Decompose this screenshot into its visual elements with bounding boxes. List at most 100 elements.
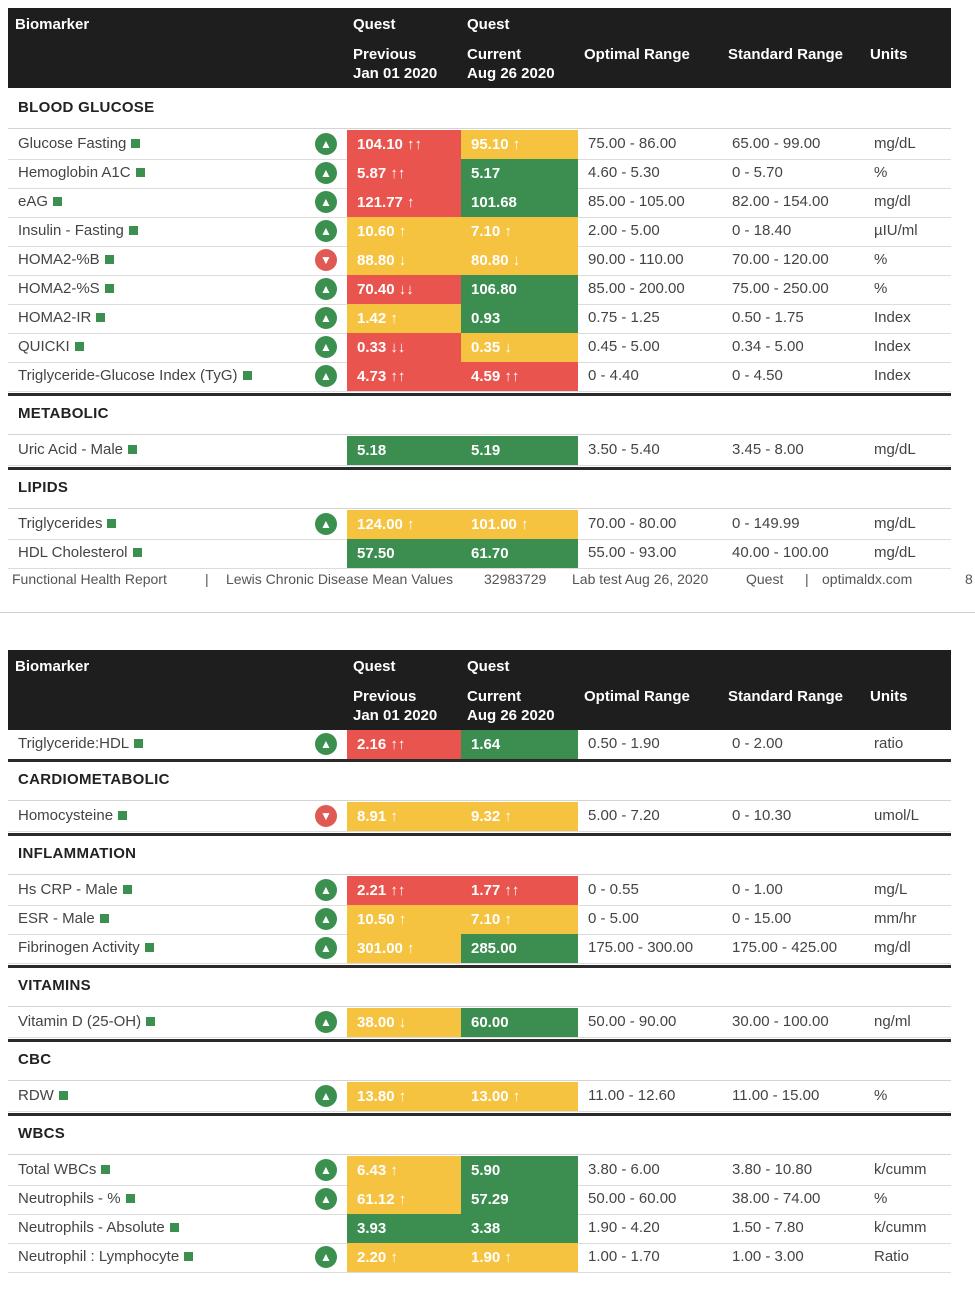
column-header-current-lab: Quest xyxy=(467,16,510,33)
current-value: 61.70 xyxy=(461,539,578,568)
biomarker-name-text: Insulin - Fasting xyxy=(18,222,124,239)
units: Ratio xyxy=(874,1248,910,1265)
trend-chart-icon[interactable] xyxy=(125,1193,135,1203)
optimal-range: 75.00 - 86.00 xyxy=(588,135,677,152)
trend-chart-icon[interactable] xyxy=(132,547,142,557)
trend-chart-icon[interactable] xyxy=(122,884,132,894)
units: mm/hr xyxy=(874,910,917,927)
section-title-underline xyxy=(8,128,951,129)
biomarker-name: Neutrophils - Absolute xyxy=(18,1219,179,1236)
standard-range: 0 - 5.70 xyxy=(732,164,783,181)
biomarker-name: Hs CRP - Male xyxy=(18,881,132,898)
section-divider xyxy=(8,965,951,968)
current-value: 57.29 xyxy=(461,1185,578,1214)
table-row: Fibrinogen Activity ▲ 301.00 ↑ 285.00 175.00… xyxy=(8,934,951,964)
trend-chart-icon[interactable] xyxy=(135,167,145,177)
column-header-standard-range: Standard Range xyxy=(728,688,844,705)
optimal-range: 70.00 - 80.00 xyxy=(588,515,677,532)
standard-range: 11.00 - 15.00 xyxy=(732,1087,820,1104)
table-row: QUICKI ▲ 0.33 ↓↓ 0.35 ↓ 0.45 - 5.00 0.34 - 5.… xyxy=(8,333,951,363)
thumbs-up-icon: ▲ xyxy=(315,1246,337,1268)
previous-value: 2.21 ↑↑ xyxy=(347,876,461,905)
current-value: 60.00 xyxy=(461,1008,578,1037)
thumbs-up-icon: ▲ xyxy=(315,278,337,300)
units: k/cumm xyxy=(874,1219,927,1236)
standard-range: 1.00 - 3.00 xyxy=(732,1248,804,1265)
section-divider xyxy=(8,1039,951,1042)
optimal-range: 50.00 - 90.00 xyxy=(588,1013,677,1030)
section-divider xyxy=(8,759,951,762)
biomarker-name: Hemoglobin A1C xyxy=(18,164,145,181)
trend-chart-icon[interactable] xyxy=(131,138,141,148)
trend-chart-icon[interactable] xyxy=(118,810,128,820)
standard-range: 30.00 - 100.00 xyxy=(732,1013,829,1030)
column-header-units: Units xyxy=(870,46,908,63)
thumbs-up-icon: ▲ xyxy=(315,937,337,959)
trend-chart-icon[interactable] xyxy=(101,1164,111,1174)
previous-value: 2.16 ↑↑ xyxy=(347,730,461,759)
units: % xyxy=(874,164,888,181)
standard-range: 65.00 - 99.00 xyxy=(732,135,821,152)
table-row: Triglyceride:HDL ▲ 2.16 ↑↑ 1.64 0.50 - 1.90 0… xyxy=(8,730,951,760)
section-title-underline xyxy=(8,508,951,509)
trend-chart-icon[interactable] xyxy=(99,913,109,923)
column-header-previous: Previous xyxy=(353,46,417,63)
trend-chart-icon[interactable] xyxy=(242,370,252,380)
trend-chart-icon[interactable] xyxy=(74,341,84,351)
biomarker-name: RDW xyxy=(18,1087,68,1104)
biomarker-name: Homocysteine xyxy=(18,807,128,824)
trend-chart-icon[interactable] xyxy=(128,444,138,454)
biomarker-name-text: Triglyceride-Glucose Index (TyG) xyxy=(18,367,238,384)
trend-chart-icon[interactable] xyxy=(184,1251,194,1261)
trend-chart-icon[interactable] xyxy=(144,942,154,952)
thumbs-up-icon: ▲ xyxy=(315,307,337,329)
biomarker-name: HDL Cholesterol xyxy=(18,544,142,561)
trend-chart-icon[interactable] xyxy=(169,1222,179,1232)
trend-chart-icon[interactable] xyxy=(128,225,138,235)
section-title: CARDIOMETABOLIC xyxy=(18,771,170,788)
trend-chart-icon[interactable] xyxy=(104,283,114,293)
trend-chart-icon[interactable] xyxy=(104,254,114,264)
optimal-range: 175.00 - 300.00 xyxy=(588,939,694,956)
column-header-biomarker: Biomarker xyxy=(15,16,90,33)
thumbs-up-icon: ▲ xyxy=(315,220,337,242)
trend-chart-icon[interactable] xyxy=(134,738,144,748)
biomarker-name-text: Fibrinogen Activity xyxy=(18,939,140,956)
section-title: WBCS xyxy=(18,1125,66,1142)
previous-value: 124.00 ↑ xyxy=(347,510,461,539)
trend-chart-icon[interactable] xyxy=(107,518,117,528)
table-row: HDL Cholesterol 57.50 61.70 55.00 - 93.00 40… xyxy=(8,539,951,569)
trend-chart-icon[interactable] xyxy=(58,1090,68,1100)
section-title: INFLAMMATION xyxy=(18,845,137,862)
optimal-range: 0.45 - 5.00 xyxy=(588,338,660,355)
optimal-range: 55.00 - 93.00 xyxy=(588,544,677,561)
thumbs-up-icon: ▲ xyxy=(315,162,337,184)
table-row: HOMA2-IR ▲ 1.42 ↑ 0.93 0.75 - 1.25 0.50 - 1.7… xyxy=(8,304,951,334)
column-header-units: Units xyxy=(870,688,908,705)
trend-chart-icon[interactable] xyxy=(146,1016,156,1026)
report-page-1: Biomarker Quest Previous Jan 01 2020 Quest Cu… xyxy=(8,8,951,608)
current-value: 5.90 xyxy=(461,1156,578,1185)
units: mg/dl xyxy=(874,939,911,956)
trend-chart-icon[interactable] xyxy=(96,312,106,322)
page-divider xyxy=(0,612,975,613)
previous-value: 10.60 ↑ xyxy=(347,217,461,246)
standard-range: 0 - 10.30 xyxy=(732,807,792,824)
units: mg/dL xyxy=(874,515,916,532)
column-header-current: Current xyxy=(467,688,522,705)
previous-value: 0.33 ↓↓ xyxy=(347,333,461,362)
biomarker-name-text: eAG xyxy=(18,193,49,210)
table-row: HOMA2-%S ▲ 70.40 ↓↓ 106.80 85.00 - 200.00 75.… xyxy=(8,275,951,305)
thumbs-up-icon: ▲ xyxy=(315,191,337,213)
thumbs-up-icon: ▲ xyxy=(315,133,337,155)
previous-value: 5.87 ↑↑ xyxy=(347,159,461,188)
standard-range: 0 - 15.00 xyxy=(732,910,792,927)
footer-patient-name: Lewis Chronic Disease Mean Values xyxy=(226,571,453,587)
trend-chart-icon[interactable] xyxy=(53,196,63,206)
units: mg/dL xyxy=(874,441,916,458)
column-header-previous-date: Jan 01 2020 xyxy=(353,707,438,724)
section-title: CBC xyxy=(18,1051,52,1068)
table-row: ESR - Male ▲ 10.50 ↑ 7.10 ↑ 0 - 5.00 0 - 15.0… xyxy=(8,905,951,935)
table-row: Triglycerides ▲ 124.00 ↑ 101.00 ↑ 70.00 - 80… xyxy=(8,510,951,540)
biomarker-name: Glucose Fasting xyxy=(18,135,141,152)
